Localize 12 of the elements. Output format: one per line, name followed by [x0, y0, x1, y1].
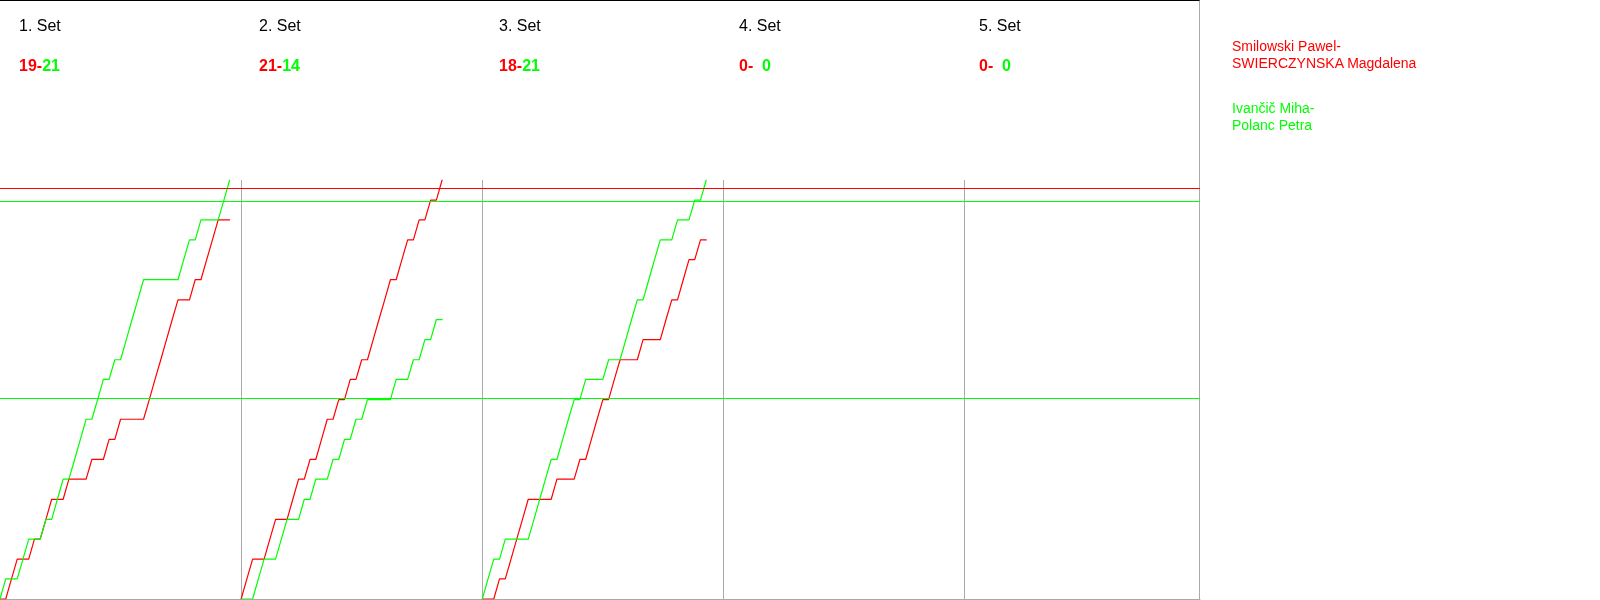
- text: 4. Set: [739, 16, 782, 34]
- text: Smilowski Pawel- SWIERCZYNSKA Magdalena: [1232, 37, 1417, 71]
- text: 0- 0: [739, 56, 772, 74]
- text: 3. Set: [499, 16, 542, 34]
- text: 21-14: [259, 56, 301, 74]
- text: 2. Set: [259, 16, 302, 34]
- text: 0- 0: [979, 56, 1012, 74]
- text: 18-21: [499, 56, 541, 74]
- text: 19-21: [19, 56, 61, 74]
- text: 5. Set: [979, 16, 1022, 34]
- text: Ivančič Miha- Polanc Petra: [1232, 99, 1315, 133]
- text: 1. Set: [19, 16, 62, 34]
